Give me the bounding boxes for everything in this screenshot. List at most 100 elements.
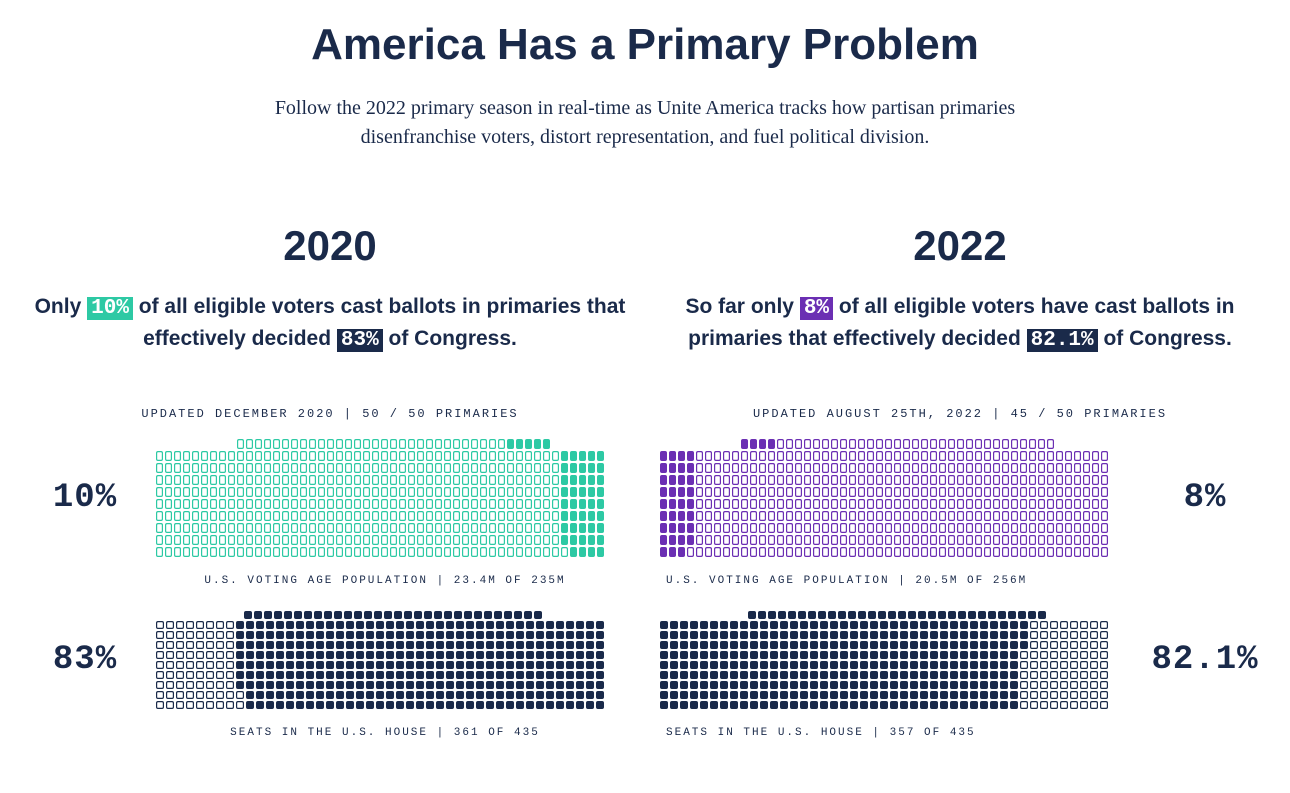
waffle-cell [196, 701, 204, 709]
waffle-cell [566, 661, 574, 669]
waffle-cell [1092, 451, 1099, 461]
waffle-cell [912, 535, 919, 545]
waffle-cell [710, 651, 718, 659]
waffle-cell [939, 511, 946, 521]
waffle-cell [750, 641, 758, 649]
waffle-cell [813, 487, 820, 497]
waffle-cell [984, 475, 991, 485]
waffle-cell [376, 681, 384, 689]
waffle-cell [890, 671, 898, 679]
meta-2020: UPDATED DECEMBER 2020 | 50 / 50 PRIMARIE… [30, 407, 630, 421]
waffle-cell [588, 487, 595, 497]
waffle-cell [1092, 523, 1099, 533]
waffle-cell [534, 511, 541, 521]
waffle-cell [777, 547, 784, 557]
waffle-cell [1056, 475, 1063, 485]
waffle-cell [1011, 451, 1018, 461]
waffle-cell [1020, 661, 1028, 669]
waffle-cell [156, 487, 163, 497]
waffle-cell [226, 651, 234, 659]
waffle-cell [768, 475, 775, 485]
waffle-cell [507, 499, 514, 509]
waffle-cell [196, 621, 204, 629]
waffle-cell [885, 475, 892, 485]
waffle-cell [462, 487, 469, 497]
waffle-cell [476, 661, 484, 669]
waffle-cell [1020, 463, 1027, 473]
waffle-cell [576, 691, 584, 699]
waffle-cell [327, 499, 334, 509]
waffle-cell [696, 487, 703, 497]
waffle-cell [660, 523, 667, 533]
waffle-cell [938, 611, 946, 619]
waffle-cell [366, 681, 374, 689]
waffle-cell [462, 499, 469, 509]
waffle-cell [957, 523, 964, 533]
waffle-cell [1040, 681, 1048, 689]
waffle-cell [346, 691, 354, 699]
waffle-cell [705, 487, 712, 497]
waffle-cell [496, 641, 504, 649]
waffle-cell [1100, 691, 1108, 699]
waffle-cell [176, 681, 184, 689]
waffle-cell [804, 475, 811, 485]
waffle-cell [546, 641, 554, 649]
waffle-cell [374, 611, 382, 619]
waffle-cell [186, 661, 194, 669]
waffle-cell [216, 631, 224, 639]
waffle-cell [156, 631, 164, 639]
waffle-cell [534, 439, 541, 449]
waffle-cell [381, 499, 388, 509]
waffle-cell [446, 681, 454, 689]
waffle-cell [462, 523, 469, 533]
waffle-cell [980, 701, 988, 709]
waffle-cell [356, 651, 364, 659]
waffle-cell [408, 511, 415, 521]
waffle-cell [1083, 463, 1090, 473]
waffle-cell [770, 661, 778, 669]
waffle-cell [890, 691, 898, 699]
waffle-cell [416, 621, 424, 629]
waffle-cell [504, 611, 512, 619]
waffle-cell [1050, 651, 1058, 659]
waffle-cell [296, 691, 304, 699]
waffle-cell [912, 451, 919, 461]
waffle-cell [228, 499, 235, 509]
waffle-cell [462, 451, 469, 461]
waffle-cell [768, 451, 775, 461]
waffle-cell [246, 651, 254, 659]
waffle-cell [525, 547, 532, 557]
waffle-cell [486, 651, 494, 659]
waffle-cell [318, 547, 325, 557]
waffle-cell [196, 661, 204, 669]
waffle-cell [867, 475, 874, 485]
waffle-cell [516, 641, 524, 649]
waffle-cell [940, 661, 948, 669]
waffle-cell [201, 487, 208, 497]
waffle-cell [498, 523, 505, 533]
waffle-cell [480, 547, 487, 557]
waffle-cell [526, 691, 534, 699]
waffle-cell [759, 511, 766, 521]
waffle-cell [858, 535, 865, 545]
waffle-cell [770, 701, 778, 709]
waffle-cell [416, 671, 424, 679]
waffle-cell [489, 547, 496, 557]
waffle-cell [336, 439, 343, 449]
waffle-cell [381, 451, 388, 461]
waffle-cell [426, 499, 433, 509]
waffle-cell [399, 451, 406, 461]
waffle-cell [720, 661, 728, 669]
waffle-cell [700, 671, 708, 679]
waffle-cell [830, 671, 838, 679]
waffle-cell [1065, 535, 1072, 545]
waffle-cell [885, 439, 892, 449]
waffle-cell [1090, 671, 1098, 679]
waffle-cell [822, 451, 829, 461]
waffle-cell [186, 701, 194, 709]
waffle-cell [705, 523, 712, 533]
waffle-cell [286, 691, 294, 699]
waffle-cell [474, 611, 482, 619]
waffle-cell [237, 523, 244, 533]
waffle-cell [201, 535, 208, 545]
